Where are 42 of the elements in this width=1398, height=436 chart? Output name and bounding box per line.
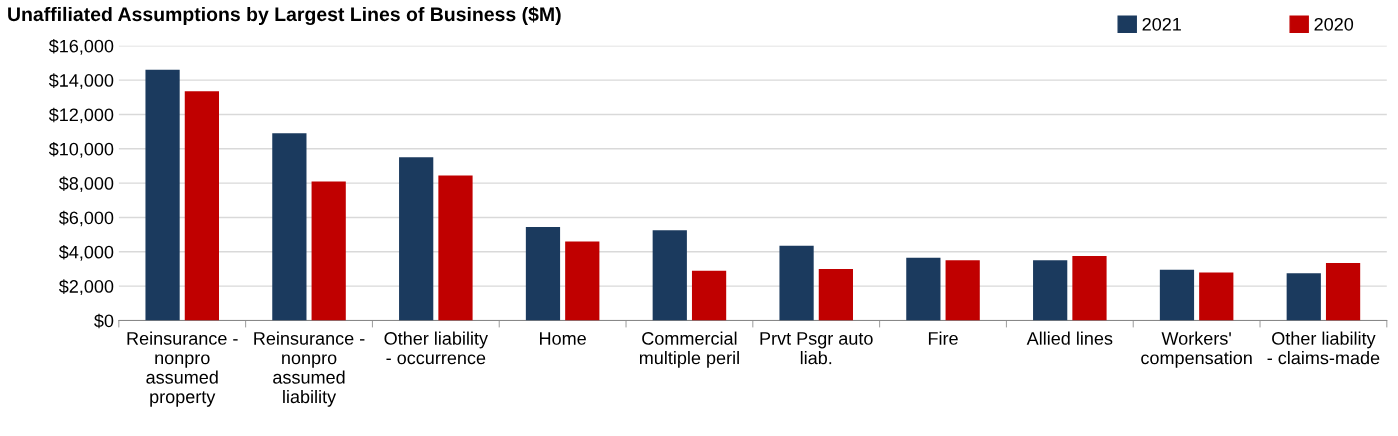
bar bbox=[1033, 260, 1068, 321]
y-tick-label: $14,000 bbox=[48, 73, 114, 89]
legend-label: 2020 bbox=[1314, 17, 1354, 31]
bar bbox=[525, 226, 561, 321]
x-tick-label: Reinsurance - nonpro assumed liability bbox=[254, 331, 365, 407]
bar bbox=[184, 91, 219, 321]
bar bbox=[272, 133, 307, 321]
bar bbox=[779, 245, 814, 321]
bar bbox=[438, 175, 473, 321]
bar bbox=[1199, 272, 1234, 321]
y-tick-label: $4,000 bbox=[58, 244, 114, 261]
bar bbox=[311, 181, 346, 321]
bar bbox=[1072, 256, 1107, 321]
x-tick-label: Other liability - occurrence bbox=[384, 331, 488, 365]
bar bbox=[945, 260, 980, 321]
x-tick-label: Home bbox=[540, 332, 586, 345]
y-tick-label: $2,000 bbox=[58, 279, 114, 295]
y-tick-label: $10,000 bbox=[48, 141, 114, 158]
x-tick-label: Prvt Psgr auto liab. bbox=[760, 332, 873, 365]
bar bbox=[1325, 262, 1361, 321]
legend-label: 2021 bbox=[1142, 17, 1181, 31]
bar bbox=[145, 69, 180, 321]
bar bbox=[691, 270, 727, 321]
x-tick-label: Other liability - claims-made bbox=[1267, 331, 1380, 365]
x-tick-label: Allied lines bbox=[1026, 331, 1113, 345]
bar bbox=[818, 268, 853, 321]
y-tick-label: $12,000 bbox=[48, 107, 114, 124]
bar bbox=[399, 157, 434, 321]
chart-title: Unaffiliated Assumptions by Largest Lines of Business ($M) bbox=[8, 6, 561, 26]
bar bbox=[906, 257, 941, 321]
x-tick-label: Reinsurance - nonpro assumed property bbox=[127, 331, 238, 407]
x-tick-label: Commercial multiple peril bbox=[639, 331, 739, 368]
y-tick-label: $0 bbox=[94, 313, 114, 329]
x-tick-label: Fire bbox=[928, 331, 958, 345]
bar bbox=[1286, 273, 1321, 321]
y-tick-label: $16,000 bbox=[48, 38, 114, 55]
y-tick-label: $6,000 bbox=[58, 210, 114, 227]
x-tick-label: Workers' compensation bbox=[1141, 331, 1252, 368]
bar bbox=[1159, 269, 1195, 321]
bar bbox=[652, 230, 687, 321]
y-tick-label: $8,000 bbox=[58, 176, 114, 192]
bar bbox=[565, 241, 600, 321]
